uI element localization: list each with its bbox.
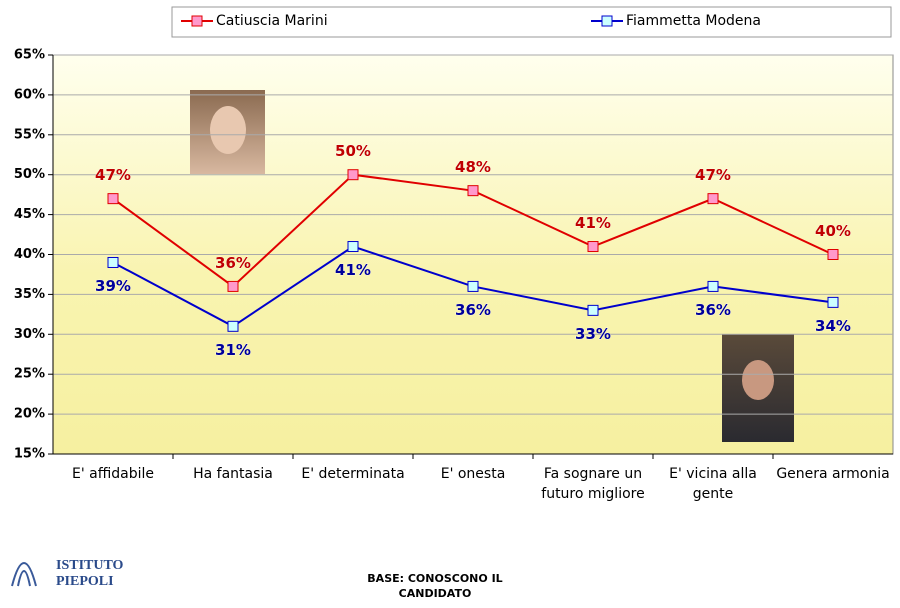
legend-label: Catiuscia Marini [216,13,328,29]
marker [347,241,359,253]
marker [227,320,239,332]
x-tick-label: E' affidabile [71,466,154,482]
marker [347,169,359,181]
marker [707,280,719,292]
y-tick-label: 40% [14,247,45,262]
legend-marker [191,15,203,27]
photo-face [742,360,774,400]
x-tick-label: Genera armonia [776,466,890,482]
logo-text: ISTITUTO [56,558,124,573]
y-tick-label: 50% [14,167,45,182]
marker [587,241,599,253]
data-label: 36% [455,301,491,319]
x-tick-label: Fa sognare un futuro migliore [541,466,645,502]
x-tick-label: E' onesta [440,466,506,482]
data-label: 40% [815,222,851,240]
y-tick-label: 30% [14,327,45,342]
y-tick-label: 15% [14,447,45,462]
legend-label: Fiammetta Modena [626,13,761,29]
marker [587,304,599,316]
marker [467,280,479,292]
marker [227,280,239,292]
marker [827,249,839,260]
data-label: 50% [335,142,371,160]
footer-note: BASE: CONOSCONO IL CANDIDATO [367,572,503,600]
data-label: 39% [95,277,131,295]
data-label: 47% [95,166,131,184]
marker [827,296,839,308]
data-label: 36% [215,254,251,272]
y-tick-label: 20% [14,407,45,422]
data-label: 47% [695,166,731,184]
y-tick-label: 55% [14,127,45,142]
y-tick-label: 65% [14,48,45,63]
data-label: 33% [575,325,611,343]
data-label: 41% [575,214,611,232]
data-label: 36% [695,301,731,319]
photo-face [210,106,246,154]
marker [107,193,119,205]
marker [467,185,479,197]
logo-text: PIEPOLI [56,574,114,589]
x-tick-label: E' determinata [301,466,405,482]
x-tick-label: Ha fantasia [193,466,273,482]
y-tick-label: 60% [14,87,45,102]
data-label: 41% [335,261,371,279]
marker [707,193,719,205]
legend-marker [601,15,613,27]
y-tick-label: 25% [14,367,45,382]
y-tick-label: 45% [14,207,45,222]
legend-box [171,6,892,38]
logo-mark [11,562,37,587]
x-tick-label: E' vicina alla gente [669,466,757,502]
data-label: 34% [815,317,851,335]
data-label: 48% [455,158,491,176]
marker [107,256,119,268]
y-tick-label: 35% [14,287,45,302]
data-label: 31% [215,341,251,359]
